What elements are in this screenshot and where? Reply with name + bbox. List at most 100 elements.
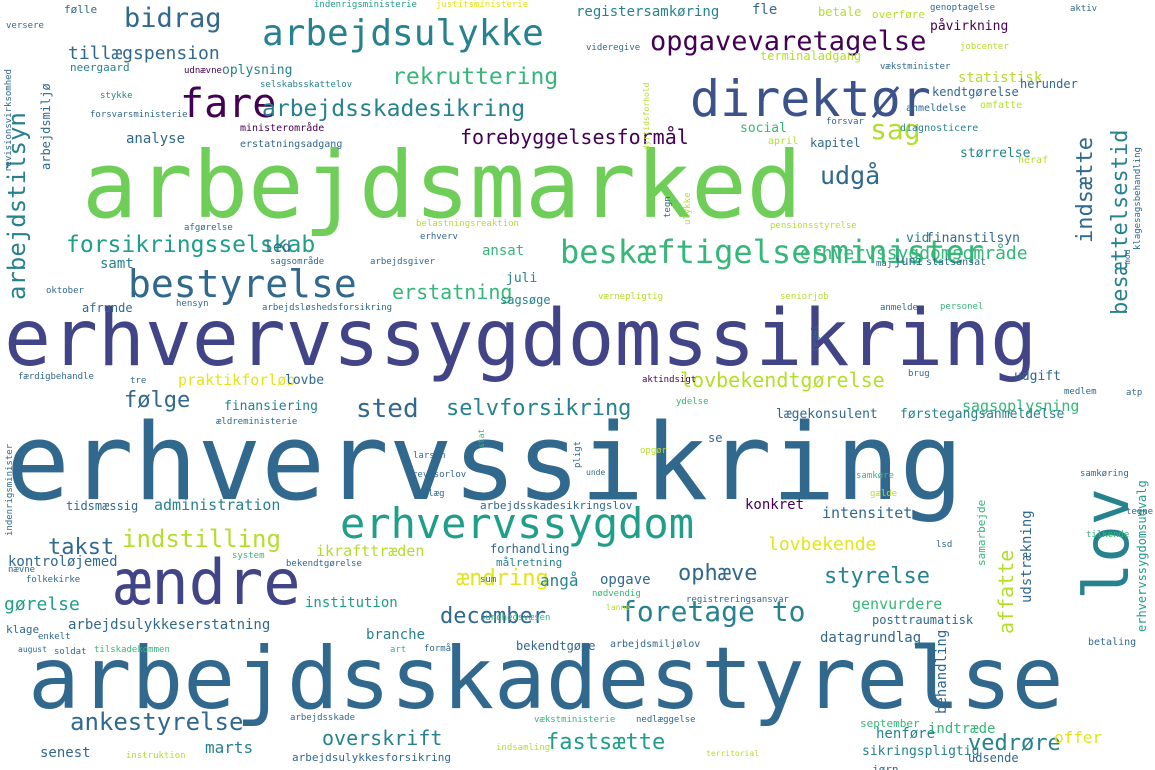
- word: lovbekendtgørelse: [680, 368, 885, 392]
- word: diagnosticere: [900, 123, 979, 134]
- word: kendtgørelse: [932, 85, 1019, 99]
- word: forsvarsministerie: [90, 110, 188, 120]
- word: seniorjob: [780, 292, 829, 302]
- word: bekendtgøre: [516, 639, 596, 653]
- word: førstegangsanmeldelse: [900, 407, 1065, 422]
- word: atp: [1126, 388, 1143, 398]
- word: administration: [154, 496, 281, 514]
- word: vækstministerie: [534, 715, 616, 725]
- word: samarbejde: [975, 499, 988, 566]
- word: ministerområde: [240, 123, 325, 134]
- word: december: [440, 604, 546, 629]
- word: nødvendig: [592, 589, 641, 599]
- word: sum: [480, 575, 497, 585]
- word: lægekonsulent: [776, 407, 878, 422]
- word: samkøring: [1080, 469, 1129, 479]
- word: finanstilsyn: [926, 231, 1020, 246]
- word: indstilling: [122, 525, 281, 553]
- word: dyrtidsforhold: [642, 82, 651, 150]
- word: udnævne: [184, 66, 222, 76]
- word: klage: [6, 623, 40, 636]
- word: erstatning: [392, 280, 513, 304]
- word: ændring: [456, 566, 549, 591]
- word: arbejdsmarked: [82, 132, 803, 239]
- word: tre: [130, 376, 147, 386]
- word: ældreministerie: [216, 417, 298, 427]
- word: opgave: [600, 572, 651, 588]
- word: samkøre: [856, 471, 894, 481]
- word: gælde: [870, 489, 898, 499]
- word: besættelsestid: [1108, 129, 1133, 315]
- word: gørelse: [4, 594, 80, 615]
- word: videregive: [586, 43, 641, 53]
- word: ansat: [482, 243, 525, 259]
- word: brug: [908, 369, 930, 379]
- word: april: [768, 136, 799, 147]
- word: medlem: [1064, 387, 1097, 397]
- word: lovbe: [285, 373, 325, 388]
- word: takst: [48, 535, 115, 560]
- word: art: [390, 645, 407, 655]
- word: august: [18, 645, 47, 654]
- word: ikrafttræden: [316, 542, 425, 560]
- word: tillæg: [412, 489, 445, 499]
- word: forsikringsselskab: [66, 232, 316, 258]
- word: belastningsreaktion: [416, 219, 519, 229]
- word: unde: [586, 468, 606, 477]
- word: vækstminister: [880, 62, 951, 72]
- word: forsvar: [826, 117, 864, 127]
- word: sikringspligtig: [862, 744, 980, 759]
- word: sted: [356, 394, 419, 424]
- word: tegne: [1126, 507, 1154, 517]
- word: konkret: [745, 497, 805, 513]
- word: erhvervssygdomsudvalg: [1135, 480, 1149, 632]
- word: erhvervssygdomsområde: [800, 243, 1028, 264]
- word: arbejdsulykke: [262, 13, 544, 54]
- word: fare: [180, 81, 277, 127]
- word: genoptagelse: [930, 3, 996, 13]
- word: formål: [424, 644, 457, 654]
- word: ophæve: [678, 561, 758, 586]
- word: genvurdere: [852, 595, 943, 613]
- word: juli: [506, 271, 538, 286]
- word: følle: [64, 3, 98, 16]
- word: behandling: [934, 629, 950, 714]
- word: erhvervssygdomssikring: [4, 294, 1038, 384]
- word: led: [264, 238, 292, 256]
- word: statistisk: [958, 70, 1043, 86]
- word: beskæftigelsesminister: [560, 233, 984, 271]
- word: indtræde: [928, 721, 996, 737]
- word: senest: [40, 745, 91, 761]
- word: tillægspension: [68, 43, 220, 64]
- word: forhandling: [490, 542, 570, 556]
- word: enkelt: [38, 632, 71, 642]
- word: kapitel: [810, 136, 861, 150]
- word: revisorlov: [412, 470, 467, 480]
- word: størrelse: [960, 146, 1031, 161]
- word: regel: [811, 324, 821, 352]
- word: indsætte: [1073, 137, 1098, 243]
- word: revisionsvirksomhed: [4, 69, 14, 172]
- word: heraf: [1018, 155, 1049, 166]
- word: afgørelse: [184, 223, 233, 233]
- word: opgør: [640, 446, 668, 456]
- word: pligt: [573, 440, 583, 468]
- word: aktindsigt: [642, 375, 697, 385]
- word: kontroløjemed: [8, 554, 118, 570]
- word: udstrækning: [1019, 510, 1035, 603]
- word: ulykke: [683, 192, 693, 225]
- word: justitsministerie: [436, 0, 529, 10]
- word: terminaladgang: [760, 49, 862, 63]
- word: registreringsansvar: [686, 595, 789, 605]
- word: offer: [1054, 728, 1103, 747]
- word: sagsområde: [270, 257, 325, 267]
- word: udgift: [1014, 369, 1061, 384]
- word: se: [708, 431, 723, 445]
- word: lsd: [936, 540, 953, 550]
- word: arbejdsskadesikringslov: [480, 499, 633, 512]
- word: arbejdsmiljø: [39, 83, 53, 170]
- word: indsamling: [496, 743, 551, 753]
- word: tidsmæssig: [66, 499, 139, 513]
- word: ændre: [114, 546, 301, 619]
